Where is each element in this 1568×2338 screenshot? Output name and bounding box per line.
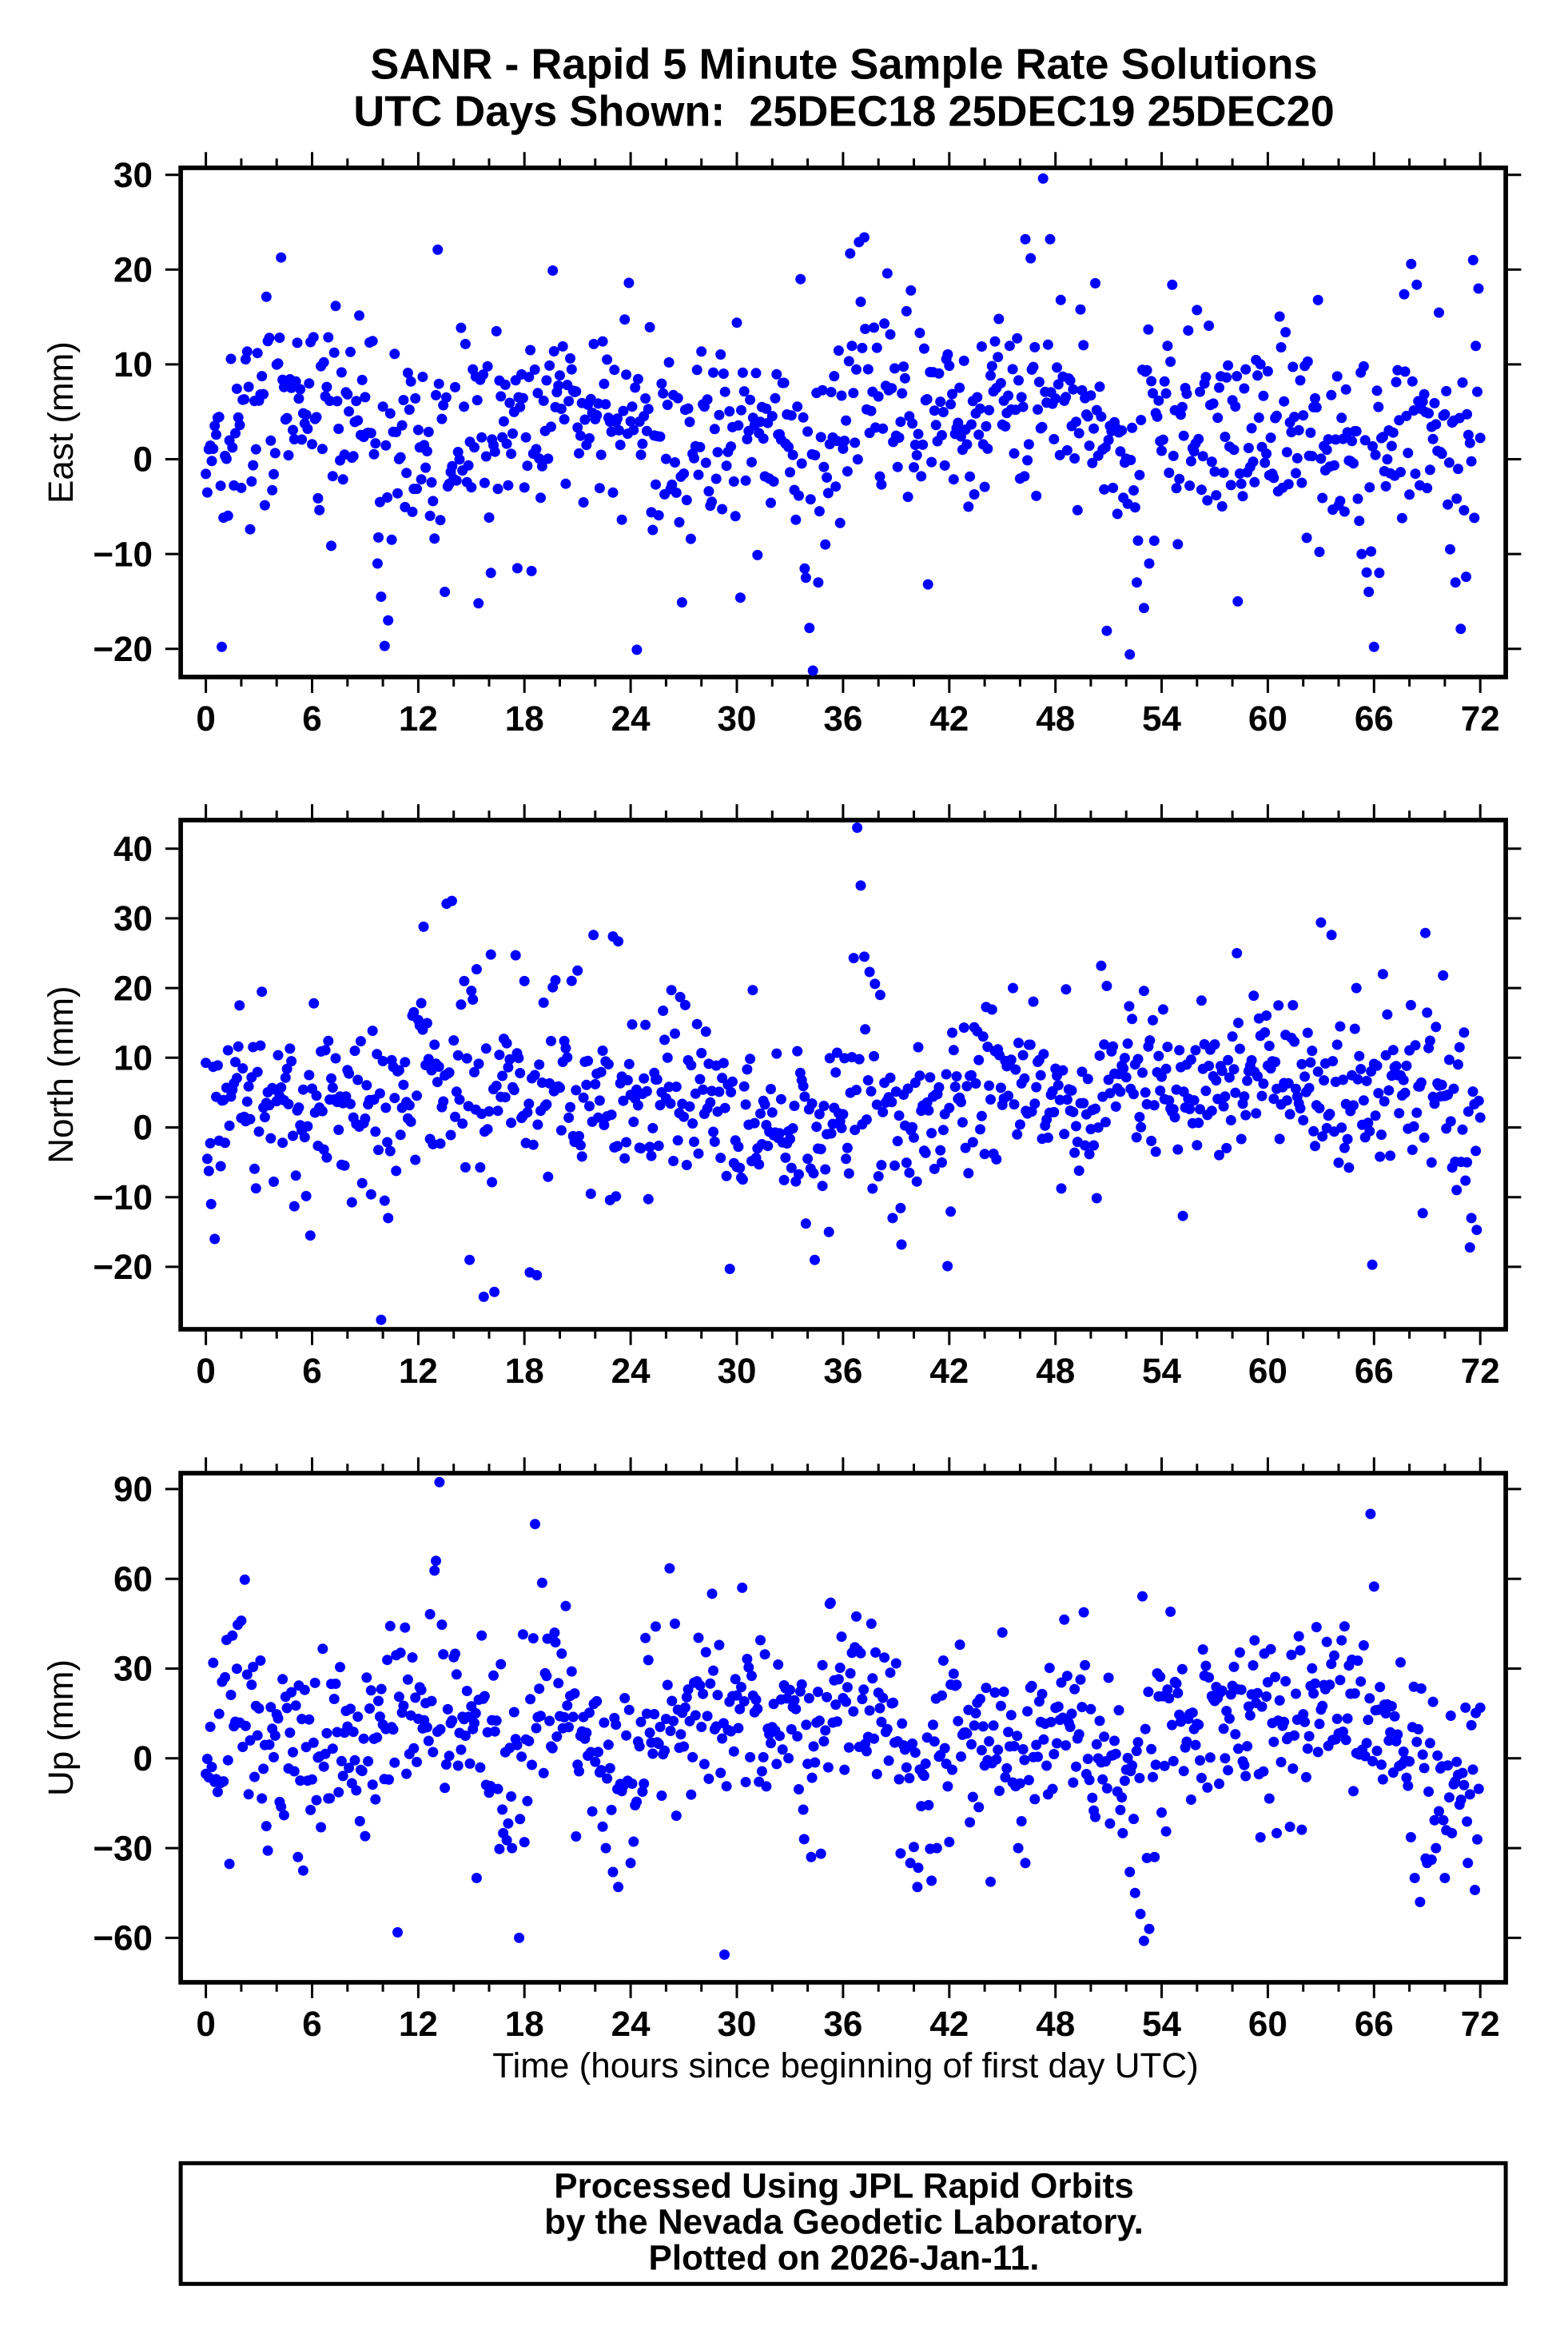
svg-text:24: 24 (611, 1352, 651, 1391)
svg-text:−30: −30 (93, 1829, 153, 1868)
svg-text:60: 60 (1248, 1352, 1287, 1391)
svg-text:30: 30 (113, 156, 153, 195)
svg-text:48: 48 (1036, 2005, 1075, 2044)
svg-text:by the Nevada Geodetic Laborat: by the Nevada Geodetic Laboratory. (544, 2203, 1144, 2242)
svg-text:SANR - Rapid 5 Minute Sample R: SANR - Rapid 5 Minute Sample Rate Soluti… (370, 40, 1317, 88)
svg-text:6: 6 (302, 1352, 321, 1391)
svg-text:−10: −10 (93, 535, 153, 574)
svg-text:East (mm): East (mm) (42, 341, 81, 504)
svg-text:36: 36 (823, 699, 862, 739)
svg-text:40: 40 (113, 830, 153, 869)
svg-text:0: 0 (133, 440, 153, 480)
svg-text:60: 60 (1248, 2005, 1287, 2044)
svg-text:12: 12 (399, 699, 438, 739)
svg-text:54: 54 (1142, 699, 1181, 739)
svg-text:0: 0 (196, 699, 215, 739)
svg-text:Up (mm): Up (mm) (42, 1659, 81, 1796)
svg-text:24: 24 (611, 2005, 651, 2044)
svg-text:0: 0 (133, 1109, 153, 1148)
svg-text:72: 72 (1461, 699, 1500, 739)
svg-text:66: 66 (1355, 1352, 1394, 1391)
svg-text:48: 48 (1036, 699, 1075, 739)
svg-text:6: 6 (302, 699, 321, 739)
svg-text:90: 90 (113, 1470, 153, 1509)
svg-text:North (mm): North (mm) (42, 986, 81, 1163)
svg-text:30: 30 (718, 1352, 757, 1391)
svg-text:10: 10 (113, 1039, 153, 1078)
svg-text:0: 0 (196, 2005, 215, 2044)
svg-text:UTC Days Shown: 25DEC18 25DEC: UTC Days Shown: 25DEC18 25DEC19 25DEC20 (353, 88, 1334, 136)
svg-text:30: 30 (113, 899, 153, 938)
svg-text:66: 66 (1355, 2005, 1394, 2044)
svg-text:−20: −20 (93, 1248, 153, 1287)
svg-text:54: 54 (1142, 2005, 1181, 2044)
svg-text:18: 18 (505, 2005, 544, 2044)
svg-text:−10: −10 (93, 1178, 153, 1217)
svg-text:30: 30 (113, 1650, 153, 1689)
svg-text:54: 54 (1142, 1352, 1181, 1391)
svg-text:42: 42 (929, 699, 969, 739)
svg-text:6: 6 (302, 2005, 321, 2044)
svg-text:66: 66 (1355, 699, 1394, 739)
svg-text:−60: −60 (93, 1919, 153, 1958)
svg-text:30: 30 (718, 699, 757, 739)
svg-text:12: 12 (399, 1352, 438, 1391)
svg-text:Plotted on 2026-Jan-11.: Plotted on 2026-Jan-11. (648, 2239, 1039, 2278)
svg-text:48: 48 (1036, 1352, 1075, 1391)
svg-text:30: 30 (718, 2005, 757, 2044)
svg-text:18: 18 (505, 699, 544, 739)
svg-text:42: 42 (929, 2005, 969, 2044)
svg-text:72: 72 (1461, 1352, 1500, 1391)
svg-text:18: 18 (505, 1352, 544, 1391)
svg-text:36: 36 (823, 1352, 862, 1391)
svg-text:20: 20 (113, 251, 153, 290)
svg-text:60: 60 (1248, 699, 1287, 739)
svg-text:20: 20 (113, 969, 153, 1008)
svg-text:42: 42 (929, 1352, 969, 1391)
svg-text:12: 12 (399, 2005, 438, 2044)
svg-text:−20: −20 (93, 630, 153, 669)
svg-text:0: 0 (133, 1739, 153, 1778)
svg-text:Processed Using JPL Rapid Orbi: Processed Using JPL Rapid Orbits (554, 2166, 1133, 2205)
svg-text:10: 10 (113, 345, 153, 384)
svg-text:36: 36 (823, 2005, 862, 2044)
svg-text:24: 24 (611, 699, 651, 739)
svg-text:Time (hours since beginning of: Time (hours since beginning of first day… (492, 2046, 1199, 2085)
svg-text:72: 72 (1461, 2005, 1500, 2044)
svg-text:60: 60 (113, 1559, 153, 1599)
svg-text:0: 0 (196, 1352, 215, 1391)
